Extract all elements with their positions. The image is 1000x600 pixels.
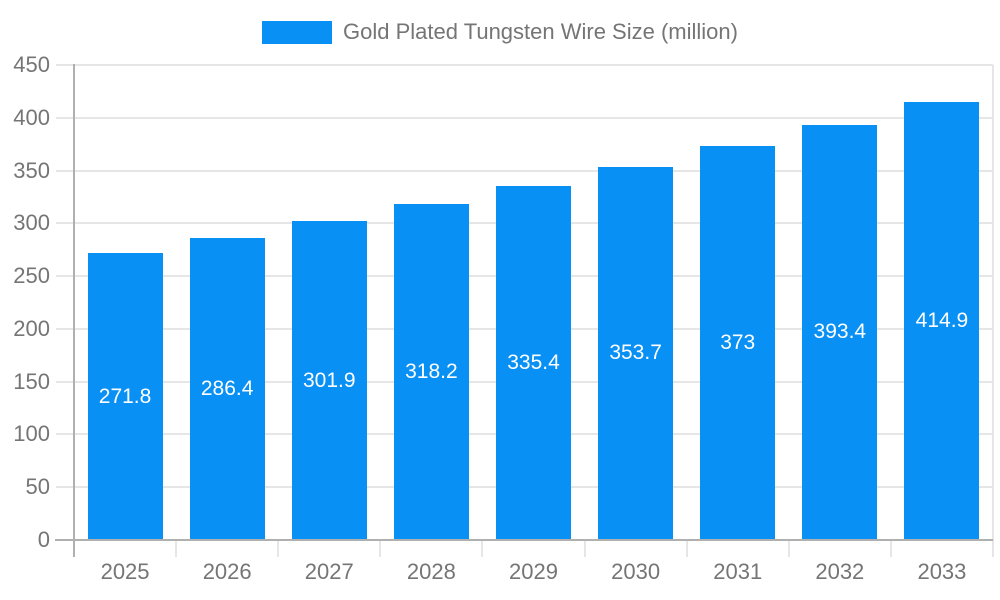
y-axis-tick-label: 200 [13,315,50,341]
bar-value-label: 318.2 [405,360,458,384]
bar[interactable]: 335.4 [496,185,571,540]
y-axis-tick-label: 150 [13,368,50,394]
bar-value-label: 393.4 [813,320,867,344]
bar-value-label: 301.9 [302,368,356,392]
x-axis-tick [379,540,382,557]
y-axis-tick-label: 250 [13,263,50,289]
x-axis-tick [889,540,892,557]
gridline [56,64,993,66]
y-axis-tick-label: 350 [13,157,50,183]
legend-item[interactable]: Gold Plated Tungsten Wire Size (million) [0,19,1000,45]
x-axis-tick [481,540,484,557]
bar-value-label: 286.4 [200,376,254,400]
y-axis-tick-label: 50 [25,474,50,500]
y-axis-tick-label: 100 [13,421,50,447]
bar[interactable]: 353.7 [598,166,674,540]
x-axis-tick [685,540,688,557]
bar[interactable]: 286.4 [189,237,265,540]
x-axis-tick-label: 2031 [713,559,763,584]
bar-value-label: 335.4 [507,350,560,374]
y-axis-line [73,64,75,557]
x-axis-tick-label: 2029 [509,559,558,584]
x-axis-tick-label: 2027 [304,559,354,584]
bar[interactable]: 271.8 [87,253,163,540]
bar-value-label: 353.7 [609,341,662,365]
bar-value-label: 414.9 [915,309,969,333]
y-axis-tick-label: 0 [37,527,50,552]
x-axis-tick-label: 2025 [100,559,150,584]
legend-swatch-icon [262,20,333,44]
gridline [56,169,993,172]
y-axis-tick-label: 300 [13,210,50,236]
bar-value-label: 373 [720,331,756,355]
bar[interactable]: 373 [700,146,776,540]
gridline [56,116,993,119]
x-axis-tick-label: 2026 [202,559,252,584]
bar[interactable]: 318.2 [393,204,469,540]
x-axis-tick-label: 2030 [611,559,661,584]
x-axis-tick [175,540,178,557]
bar[interactable]: 393.4 [802,124,878,540]
y-axis-tick-label: 450 [13,52,50,77]
bar[interactable]: 414.9 [904,102,980,540]
x-axis-tick-label: 2032 [815,559,865,584]
x-axis-tick-label: 2033 [917,559,967,584]
x-axis-tick-label: 2028 [406,559,456,584]
y-axis-tick-label: 400 [13,104,50,130]
x-axis-line [55,539,993,541]
bar[interactable]: 301.9 [291,221,367,540]
legend-label: Gold Plated Tungsten Wire Size (million) [343,19,738,44]
x-axis-tick [277,540,280,557]
x-axis-tick [787,540,790,557]
x-axis-tick [583,540,586,557]
bar-value-label: 271.8 [98,384,152,408]
plot-right-border [992,65,994,557]
